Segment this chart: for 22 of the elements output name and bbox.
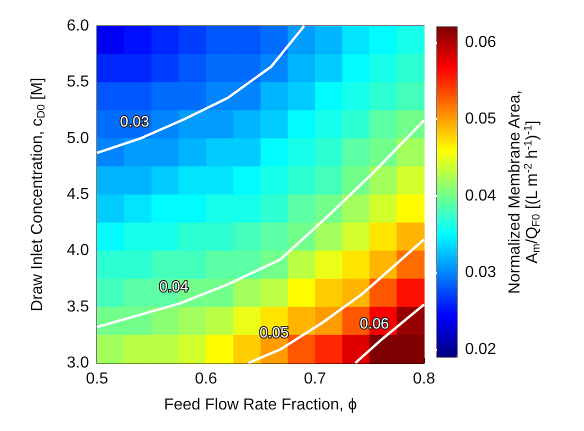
y-tick-label: 3.0 [66, 354, 90, 372]
x-tick-label: 0.7 [304, 370, 326, 388]
y-tick-label: 5.5 [66, 74, 90, 91]
y-tick-label: 4.5 [66, 186, 90, 203]
color-bar-label: 0.05 [465, 110, 496, 128]
color-bar-label: 0.03 [465, 264, 496, 282]
series-label: 0.03 [120, 113, 150, 130]
series-label: 0.06 [360, 316, 389, 333]
y-tick-label: 6.0 [66, 18, 90, 34]
y-tick-label: 5.0 [66, 130, 90, 147]
y-tick-label: 3.5 [66, 298, 90, 316]
x-axis-title: Feed Flow Rate Fraction, ϕ [164, 396, 358, 414]
series-label: 0.04 [159, 278, 188, 296]
x-tick-label: 0.5 [86, 370, 108, 388]
color-bar-label: 0.02 [465, 340, 496, 358]
x-tick-label: 0.8 [412, 370, 436, 388]
y-tick-label: 4.0 [66, 242, 90, 260]
color-bar-label: 0.04 [465, 187, 496, 204]
color-bar-label: 0.06 [465, 34, 496, 51]
y-axis-title: Draw Inlet Concentration, cD0 [M] [29, 78, 48, 312]
series-label: 0.05 [260, 324, 289, 342]
x-tick-label: 0.6 [194, 370, 218, 388]
